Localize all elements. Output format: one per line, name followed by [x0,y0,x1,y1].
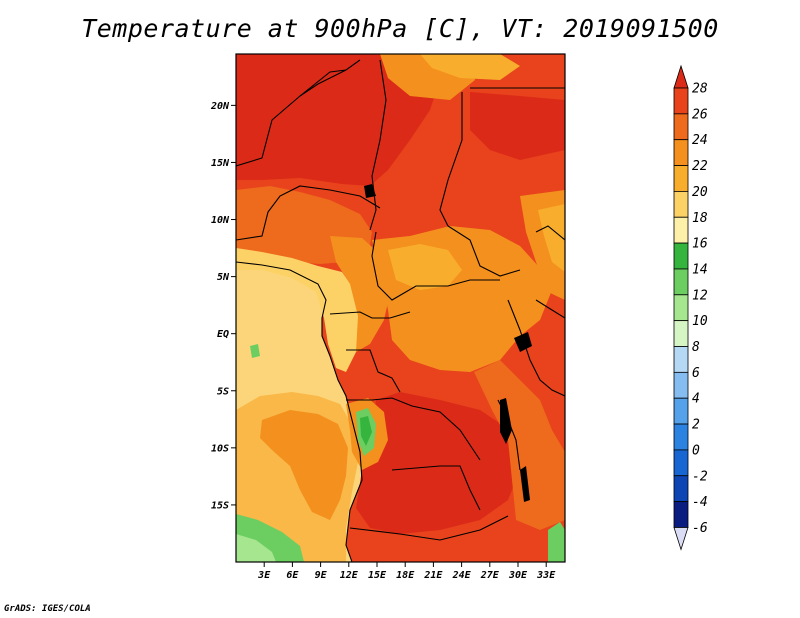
colorbar-label: 20 [692,185,708,200]
colorbar-segment [673,165,689,192]
lon-tick-label: 27E [480,570,500,581]
great-lakes-warm-zone [474,360,565,530]
latitude-axis: 20N 15N 10N 5N EQ 5S 10S 15S [210,101,236,511]
colorbar-segment [673,371,689,399]
lat-tick-label: 5S [217,386,229,397]
colorbar-segment [673,113,689,141]
colorbar-label: 0 [692,443,700,458]
country-borders [236,59,565,562]
colorbar-label: 22 [692,159,708,174]
colorbar-segment [673,242,689,270]
lon-tick-label: 3E [257,570,271,581]
colorbar-segment [673,449,689,477]
lon-tick-label: 6E [286,570,299,581]
colorbar-label: 8 [692,340,700,355]
lat-tick-label: 5N [217,272,230,283]
colorbar-segment [673,139,689,166]
colorbar-label: 18 [692,211,708,226]
colorbar-bottom-arrow [673,527,689,551]
map-frame [235,53,566,563]
lon-tick-label: 24E [452,570,472,581]
central-yellow-patch [388,244,462,290]
colorbar-label: 16 [692,237,708,252]
longitude-axis: 3E 6E 9E 12E 15E 18E 21E 24E 27E 30E 33E [257,562,556,581]
colorbar-top-arrow [673,64,689,89]
lat-tick-label: 20N [210,101,230,112]
colorbar-segment [673,346,689,373]
lat-tick-label: 15N [211,158,230,169]
east-coast-cool-patch [548,522,565,562]
sahara-hottest-zone [236,54,440,186]
colorbar-label: 24 [692,133,708,148]
colorbar-segment [673,475,689,503]
coastal-pale-zone [236,248,362,372]
colorbar-label: 10 [692,314,708,329]
lon-tick-label: 18E [396,570,415,581]
colorbar-segment [673,268,689,296]
colorbar-label: 4 [692,392,700,407]
temperature-field [236,54,565,562]
colorbar-segment [673,216,689,244]
south-central-hot-zone [356,392,520,534]
colorbar-label: 26 [692,107,708,122]
cameroon-amber-zone [330,236,392,352]
gulf-island-patch [250,344,260,358]
colorbar-label: -2 [692,469,708,484]
colorbar-label: 12 [692,288,708,303]
colorbar-label: 6 [692,366,700,381]
east-yellow-highland [538,204,565,272]
lakes [364,184,532,502]
colorbar-label: 14 [692,262,708,277]
lat-tick-label: 15S [211,500,229,511]
colorbar-label: 28 [692,82,708,97]
lat-tick-label: 10N [211,215,230,226]
lon-tick-label: 9E [315,570,328,581]
colorbar-label: 2 [692,418,700,433]
colorbar-segment [673,320,689,347]
colorbar-label: -4 [692,495,708,510]
sahara-east-hot-zone [470,92,565,160]
colorbar-segment [673,294,689,322]
lat-tick-label: EQ [217,329,229,340]
colorbar-segment [673,87,689,115]
lon-tick-label: 15E [368,570,387,581]
colorbar-segment [673,190,689,218]
colorbar-segment [673,397,689,425]
ocean-hot-zone [260,410,348,520]
lat-tick-label: 10S [211,443,229,454]
angola-plateau-coolest [360,416,372,446]
colorbar-label: -6 [692,521,708,536]
north-yellow-strip [420,54,520,80]
ocean-coolest-patch [236,534,276,562]
map-title: Temperature at 900hPa [C], VT: 201909150… [81,14,719,43]
footer-credit: GrADS: IGES/COLA [4,604,91,614]
lon-tick-label: 12E [340,570,359,581]
lon-tick-label: 33E [536,570,556,581]
colorbar-segment [673,501,689,528]
colorbar-segment [673,423,689,451]
lon-tick-label: 21E [423,570,443,581]
lon-tick-label: 30E [508,570,528,581]
